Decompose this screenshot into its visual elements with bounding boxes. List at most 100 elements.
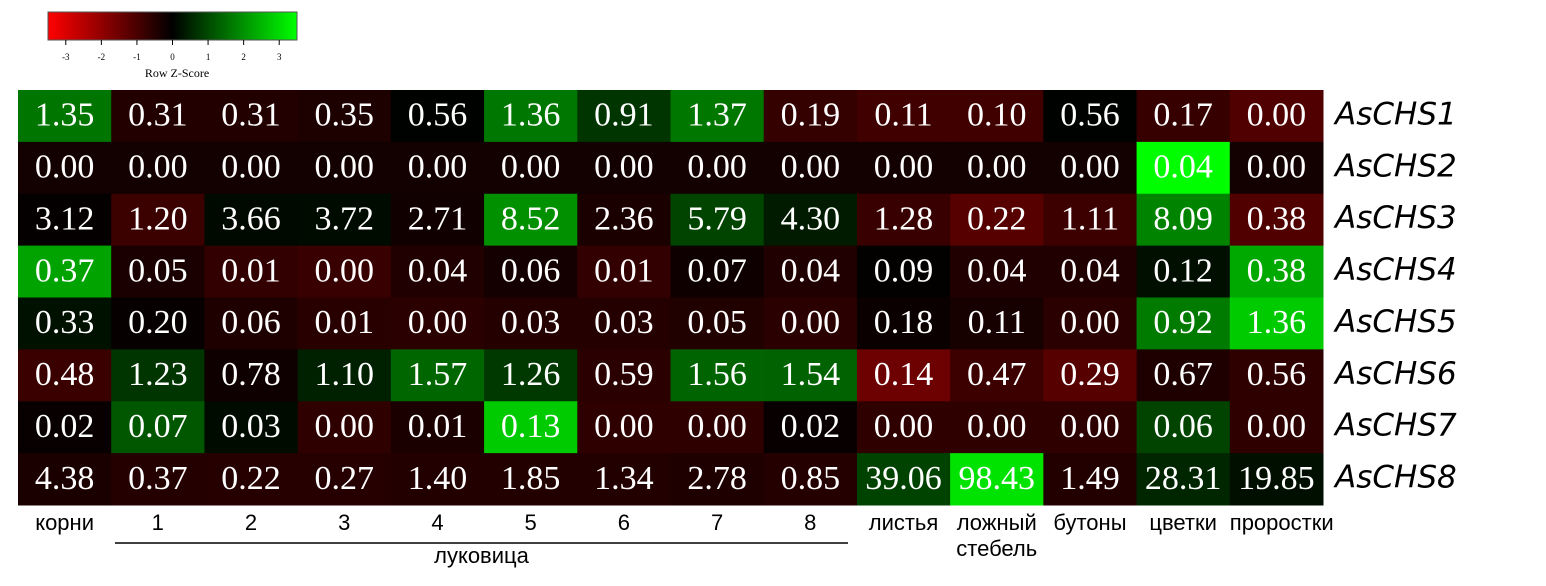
cell-label: 1.56 <box>687 356 747 393</box>
heatmap-cell <box>856 297 951 350</box>
heatmap-cell <box>204 297 299 350</box>
cell-label: 0.05 <box>128 252 188 289</box>
cell-label: 5.79 <box>687 200 747 237</box>
heatmap-cell <box>1043 349 1138 402</box>
heatmap-cell <box>950 141 1044 195</box>
column-label: 4 <box>431 510 444 535</box>
cell-label: 1.20 <box>128 200 188 237</box>
heatmap-cell <box>1136 245 1231 298</box>
heatmap-cell <box>297 90 392 143</box>
cell-label: 0.56 <box>408 97 468 134</box>
heatmap-cell <box>204 349 299 402</box>
cell-label: 0.07 <box>687 252 747 289</box>
cell-label: 0.29 <box>1060 356 1120 393</box>
heatmap-cell <box>763 90 858 143</box>
heatmap-cell <box>18 141 112 195</box>
legend-tick-label: -3 <box>62 52 70 62</box>
cell-label: 0.38 <box>1247 252 1307 289</box>
cell-label: 0.27 <box>315 460 375 497</box>
heatmap-cell <box>18 297 112 350</box>
heatmap-cell <box>763 349 858 402</box>
heatmap-cell <box>1043 245 1138 298</box>
heatmap-cell <box>763 245 858 298</box>
heatmap-cell <box>18 193 112 247</box>
row-label: AsCHS1 <box>1333 96 1457 132</box>
cell-label: 1.23 <box>128 356 188 393</box>
cell-label: 0.06 <box>1153 408 1213 445</box>
cell-label: 1.85 <box>501 460 561 497</box>
cell-label: 8.52 <box>501 200 561 237</box>
heatmap-cell <box>763 297 858 350</box>
heatmap-cell <box>1229 453 1324 506</box>
column-label: проростки <box>1229 510 1334 535</box>
row-label: AsCHS6 <box>1333 356 1457 392</box>
heatmap-cell <box>577 141 671 195</box>
cell-label: 0.22 <box>967 200 1027 237</box>
cell-label: 1.36 <box>501 97 561 134</box>
heatmap-cell <box>111 401 205 454</box>
heatmap-cell <box>111 453 205 506</box>
heatmap-cell <box>297 193 392 247</box>
cell-label: 0.00 <box>874 149 934 186</box>
cell-label: 3.72 <box>315 200 375 237</box>
cell-label: 0.00 <box>315 252 375 289</box>
heatmap-cell <box>390 401 485 454</box>
legend-tick-label: 2 <box>241 52 246 62</box>
heatmap-cell <box>856 90 951 143</box>
heatmap-cell <box>856 401 951 454</box>
heatmap-cell <box>856 141 951 195</box>
heatmap-cell <box>670 349 765 402</box>
group-label: луковица <box>434 543 529 568</box>
heatmap-cell <box>1229 245 1324 298</box>
heatmap-cell <box>1136 141 1231 195</box>
heatmap-cell <box>1043 193 1138 247</box>
heatmap-cell <box>950 349 1044 402</box>
heatmap-cell <box>484 297 578 350</box>
heatmap-cell <box>856 193 951 247</box>
column-label: ложный стебель <box>956 510 1038 561</box>
cell-label: 0.10 <box>967 97 1027 134</box>
heatmap-cell <box>390 90 485 143</box>
heatmap-cell <box>111 245 205 298</box>
heatmap-cell <box>1136 349 1231 402</box>
heatmap-cell <box>111 193 205 247</box>
cell-label: 0.48 <box>35 356 95 393</box>
column-label: цветки <box>1149 510 1217 535</box>
cell-label: 0.11 <box>968 304 1026 341</box>
heatmap-cell <box>1229 401 1324 454</box>
column-label: корни <box>35 510 94 535</box>
cell-label: 0.13 <box>501 408 561 445</box>
heatmap-cell <box>670 401 765 454</box>
cell-label: 1.37 <box>687 97 747 134</box>
cell-label: 0.37 <box>128 460 188 497</box>
heatmap-cell <box>484 401 578 454</box>
cell-label: 0.04 <box>408 252 468 289</box>
heatmap-cell <box>390 141 485 195</box>
heatmap-cell <box>1043 453 1138 506</box>
heatmap-cell <box>1043 90 1138 143</box>
heatmap-cell <box>484 90 578 143</box>
heatmap-cell <box>577 453 671 506</box>
cell-label: 0.00 <box>874 408 934 445</box>
heatmap-cell <box>1136 401 1231 454</box>
column-label: 2 <box>244 510 258 535</box>
heatmap-cell <box>297 141 392 195</box>
cell-label: 0.04 <box>1060 252 1120 289</box>
heatmap-cell <box>950 297 1044 350</box>
cell-label: 0.92 <box>1153 304 1213 341</box>
cell-label: 0.35 <box>315 97 375 134</box>
cell-label: 0.12 <box>1153 252 1213 289</box>
cell-label: 0.00 <box>594 149 654 186</box>
cell-label: 2.78 <box>687 460 747 497</box>
cell-label: 19.85 <box>1238 460 1315 497</box>
heatmap-cell <box>18 453 112 506</box>
cell-label: 0.17 <box>1153 97 1213 134</box>
heatmap-cell <box>1229 141 1324 195</box>
heatmap-cell <box>111 141 205 195</box>
heatmap-cell <box>670 141 765 195</box>
cell-label: 0.37 <box>35 252 95 289</box>
heatmap-cell <box>950 193 1044 247</box>
heatmap-cell <box>950 453 1044 506</box>
heatmap-cell <box>670 245 765 298</box>
cell-label: 0.14 <box>874 356 934 393</box>
